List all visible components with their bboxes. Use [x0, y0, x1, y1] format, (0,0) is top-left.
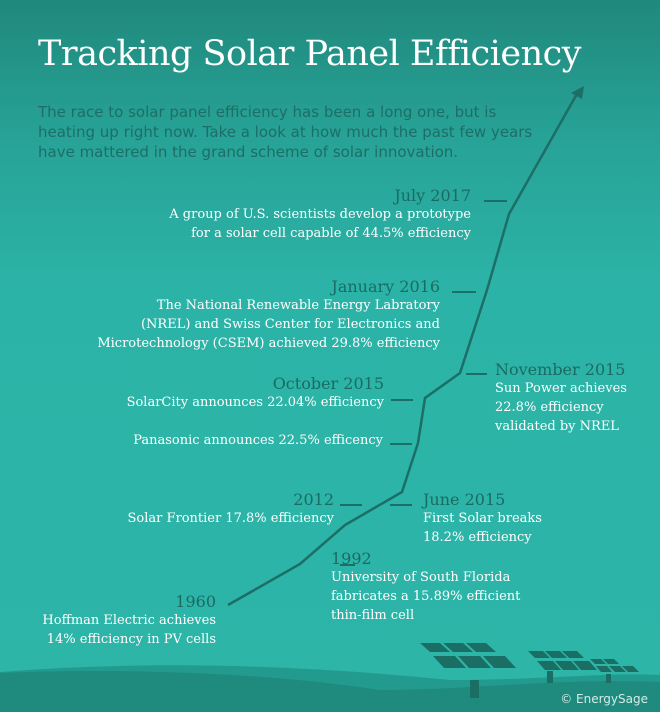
milestone-text: 18.2% efficiency	[423, 530, 532, 545]
arrow-head-icon	[571, 86, 584, 99]
milestone-july-2017: July 2017 A group of U.S. scientists dev…	[169, 186, 471, 243]
tick-marks	[340, 200, 507, 566]
milestone-text: for a solar cell capable of 44.5% effici…	[191, 226, 471, 241]
milestone-text: Hoffman Electric achieves	[42, 613, 216, 628]
milestone-2012: 2012 Solar Frontier 17.8% efficiency	[128, 490, 335, 528]
efficiency-trend-line	[227, 91, 580, 607]
milestone-text: A group of U.S. scientists develop a pro…	[169, 207, 471, 222]
milestone-text: thin-film cell	[331, 608, 415, 623]
milestone-november-2015: November 2015 Sun Power achieves 22.8% e…	[495, 360, 627, 436]
milestone-1992: 1992 University of South Florida fabrica…	[331, 549, 520, 625]
milestone-date: June 2015	[423, 490, 506, 509]
milestone-text: Microtechnology (CSEM) achieved 29.8% ef…	[97, 336, 440, 351]
milestone-text: validated by NREL	[495, 419, 619, 434]
milestone-text: The National Renewable Energy Labratory	[156, 298, 440, 313]
milestone-text: First Solar breaks	[423, 511, 542, 526]
hill-front	[0, 671, 660, 712]
milestone-text: fabricates a 15.89% efficient	[331, 589, 521, 604]
intro-text: The race to solar panel efficiency has b…	[38, 103, 533, 161]
milestone-text: University of South Florida	[331, 570, 511, 585]
copyright-credit: © EnergySage	[560, 692, 648, 706]
milestone-date: July 2017	[394, 186, 471, 205]
milestone-text: Sun Power achieves	[495, 381, 627, 396]
milestone-text: (NREL) and Swiss Center for Electronics …	[140, 317, 440, 332]
milestone-date: October 2015	[272, 374, 384, 393]
milestone-october-2015: October 2015 SolarCity announces 22.04% …	[127, 374, 384, 412]
milestone-june-2015: June 2015 First Solar breaks 18.2% effic…	[423, 490, 542, 547]
milestone-date: November 2015	[495, 360, 626, 379]
milestone-text: 22.8% efficiency	[495, 400, 604, 415]
milestone-text: 14% efficiency in PV cells	[46, 632, 216, 647]
milestone-date: January 2016	[331, 277, 440, 296]
solar-panels-icon	[420, 643, 639, 698]
milestone-date: 2012	[293, 490, 334, 509]
milestone-text: Solar Frontier 17.8% efficiency	[127, 511, 335, 526]
milestone-date: 1992	[331, 549, 372, 568]
milestone-panasonic: Panasonic announces 22.5% efficency	[133, 431, 383, 450]
milestone-january-2016: January 2016 The National Renewable Ener…	[97, 277, 440, 353]
milestone-1960: 1960 Hoffman Electric achieves 14% effic…	[42, 592, 216, 649]
milestone-text: Panasonic announces 22.5% efficency	[133, 433, 383, 448]
milestone-date: 1960	[175, 592, 216, 611]
page-title: Tracking Solar Panel Efficiency	[38, 34, 581, 74]
milestone-text: SolarCity announces 22.04% efficiency	[126, 395, 384, 410]
